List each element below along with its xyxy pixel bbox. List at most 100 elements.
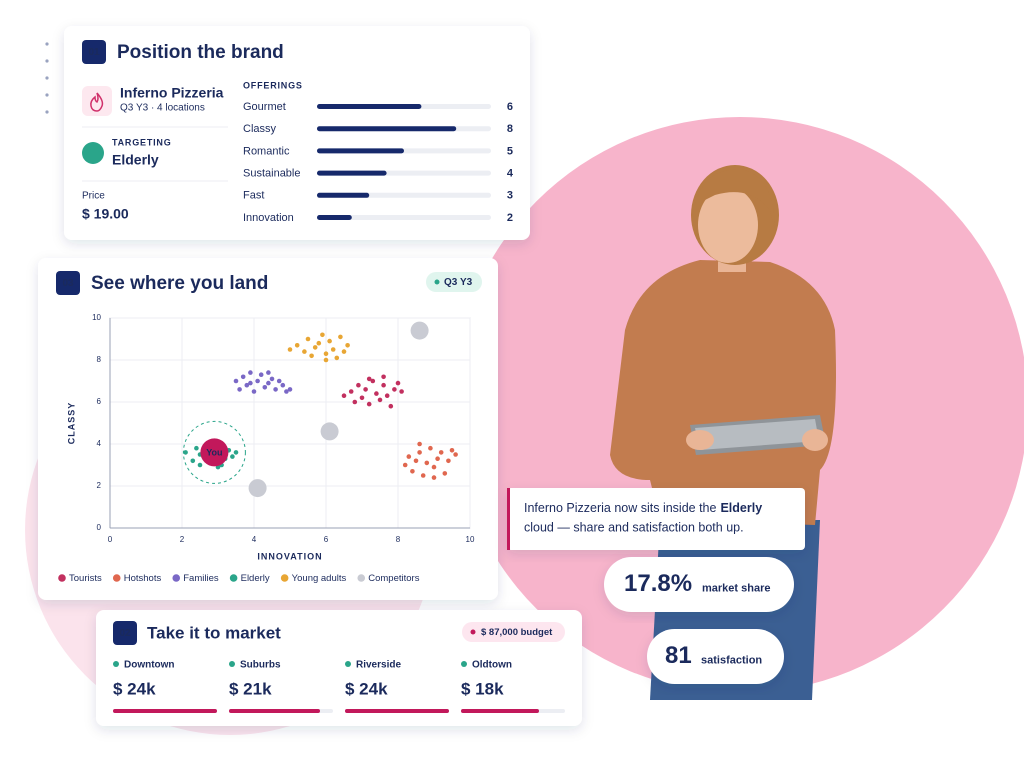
- legend-swatch: [112, 574, 121, 582]
- point: [323, 351, 329, 357]
- point: [284, 389, 289, 394]
- step-badge: [56, 271, 80, 295]
- x-tick-label: 0: [108, 535, 113, 544]
- point: [388, 403, 394, 409]
- offering-name: Fast: [243, 190, 264, 202]
- x-tick-label: 8: [396, 535, 401, 544]
- location-name: Suburbs: [240, 660, 281, 671]
- callout-accent: [507, 488, 510, 550]
- card-position: [64, 26, 530, 240]
- callout-text: Inferno Pizzeria now sits inside the Elde…: [524, 501, 762, 515]
- step-badge: [82, 40, 106, 64]
- brand-name: Inferno Pizzeria: [120, 85, 224, 101]
- offering-track: [317, 215, 491, 220]
- x-tick-label: 10: [466, 535, 475, 544]
- point: [381, 374, 386, 380]
- point: [327, 338, 332, 344]
- point: [330, 347, 336, 352]
- point: [287, 347, 293, 352]
- you-marker: [200, 438, 229, 467]
- point: [273, 387, 278, 392]
- point: [320, 422, 339, 441]
- location-name: Oldtown: [472, 660, 512, 671]
- point: [276, 378, 282, 384]
- offering-name: Sustainable: [243, 168, 301, 180]
- point: [230, 454, 235, 459]
- legend-label: Young adults: [292, 573, 347, 584]
- x-tick-label: 4: [252, 535, 257, 544]
- offering-value: 8: [507, 123, 513, 135]
- legend-label: Hotshots: [124, 573, 162, 584]
- step-number: 02: [119, 628, 131, 639]
- point: [237, 387, 242, 392]
- budget-label: $ 87,000 budget: [481, 627, 553, 638]
- point: [435, 456, 440, 462]
- card-title: Position the brand: [117, 42, 284, 63]
- point: [244, 382, 250, 388]
- point: [316, 340, 322, 346]
- card-market: [96, 610, 582, 726]
- point: [410, 321, 429, 340]
- point: [334, 355, 340, 361]
- card-title: Take it to market: [147, 623, 281, 642]
- legend-swatch: [229, 574, 238, 582]
- point: [359, 395, 365, 401]
- price-label: Price: [82, 191, 105, 202]
- stat-value: 17.8%: [624, 570, 692, 597]
- offering-value: 3: [507, 190, 513, 202]
- y-tick-label: 6: [97, 397, 102, 406]
- price-value: $ 19.00: [82, 206, 129, 222]
- offering-name: Gourmet: [243, 101, 286, 113]
- offering-value: 2: [507, 212, 513, 224]
- point: [363, 387, 368, 392]
- legend-swatch: [357, 574, 366, 582]
- point: [399, 389, 404, 394]
- step-number: 03: [62, 278, 74, 289]
- x-axis-label: INNOVATION: [257, 551, 322, 561]
- point: [240, 374, 246, 380]
- point: [345, 343, 350, 348]
- point: [449, 448, 455, 453]
- location-dot: [461, 661, 467, 667]
- location-spend: $ 18k: [461, 679, 504, 698]
- targeting-label: TARGETING: [112, 137, 172, 147]
- point: [366, 401, 372, 407]
- legend-swatch: [58, 574, 66, 582]
- badge-dot: [434, 279, 440, 285]
- step-number: 01: [88, 47, 100, 58]
- point: [424, 460, 430, 466]
- card-scatter: [38, 258, 498, 600]
- flame-icon: [90, 92, 104, 112]
- point: [356, 382, 361, 388]
- point: [320, 332, 325, 338]
- point: [248, 479, 267, 498]
- point: [395, 380, 401, 386]
- point: [194, 445, 199, 451]
- point: [233, 450, 239, 455]
- callout-box: [507, 488, 805, 550]
- y-tick-label: 0: [97, 523, 102, 532]
- point: [402, 462, 408, 468]
- legend-label: Competitors: [368, 573, 419, 584]
- card-title: See where you land: [91, 273, 268, 294]
- badge-pill: [426, 272, 482, 292]
- point: [438, 450, 444, 455]
- x-tick-label: 2: [180, 535, 185, 544]
- point: [341, 349, 347, 354]
- point: [341, 393, 347, 399]
- offering-value: 4: [507, 168, 514, 180]
- point: [309, 353, 314, 359]
- spend-bar: [461, 709, 539, 713]
- point: [280, 382, 286, 388]
- point: [381, 382, 386, 388]
- offering-name: Innovation: [243, 212, 294, 224]
- offerings-label: OFFERINGS: [243, 80, 303, 90]
- location-dot: [113, 661, 119, 667]
- point: [366, 376, 372, 382]
- point: [266, 380, 271, 386]
- location-name: Riverside: [356, 660, 401, 671]
- offering-bar: [317, 170, 387, 176]
- point: [294, 343, 300, 348]
